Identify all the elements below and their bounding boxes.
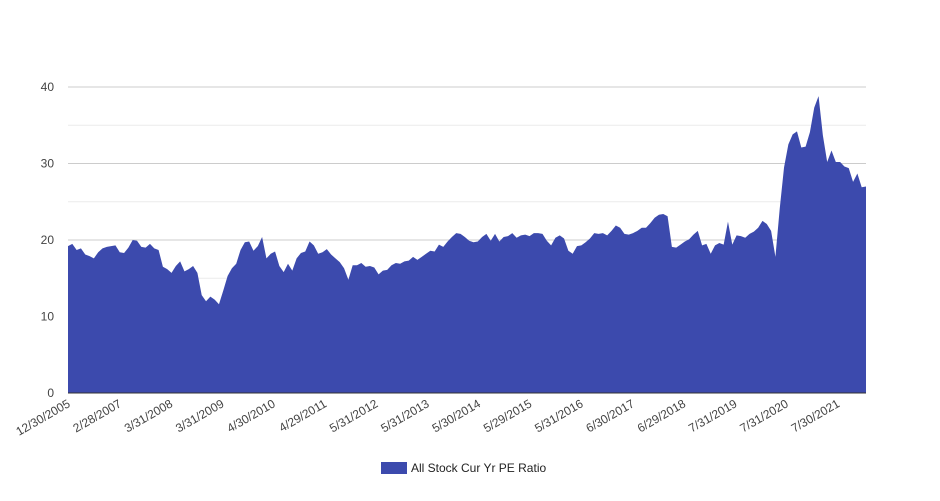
x-tick-label: 5/30/2014 <box>430 396 484 435</box>
y-axis: 0 10 20 30 40 <box>41 80 55 400</box>
y-tick-label: 0 <box>47 386 54 400</box>
y-tick-label: 20 <box>41 233 55 247</box>
x-tick-label: 5/29/2015 <box>481 396 535 435</box>
area-series-all-stock-cur-yr-pe-ratio <box>68 96 866 394</box>
x-tick-label: 5/31/2013 <box>378 396 432 435</box>
x-tick-label: 7/31/2019 <box>686 396 740 435</box>
x-tick-label: 6/29/2018 <box>635 396 689 435</box>
x-tick-label: 2/28/2007 <box>71 396 125 435</box>
legend-swatch <box>381 462 407 474</box>
legend: All Stock Cur Yr PE Ratio <box>381 461 546 475</box>
x-tick-label: 5/31/2012 <box>327 396 381 435</box>
x-tick-label: 12/30/2005 <box>13 396 72 438</box>
y-tick-label: 40 <box>41 80 55 94</box>
x-tick-label: 4/30/2010 <box>224 396 278 435</box>
y-tick-label: 10 <box>41 310 55 324</box>
x-axis: 12/30/20052/28/20073/31/20083/31/20094/3… <box>13 396 842 438</box>
x-tick-label: 7/30/2021 <box>789 396 843 435</box>
x-tick-label: 5/31/2016 <box>532 396 586 435</box>
x-tick-label: 3/31/2009 <box>173 396 227 435</box>
legend-label: All Stock Cur Yr PE Ratio <box>411 461 546 475</box>
x-tick-label: 4/29/2011 <box>277 396 330 435</box>
x-tick-label: 6/30/2017 <box>584 396 638 435</box>
x-tick-label: 7/31/2020 <box>737 396 791 435</box>
y-tick-label: 30 <box>41 157 55 171</box>
x-tick-label: 3/31/2008 <box>122 396 176 435</box>
